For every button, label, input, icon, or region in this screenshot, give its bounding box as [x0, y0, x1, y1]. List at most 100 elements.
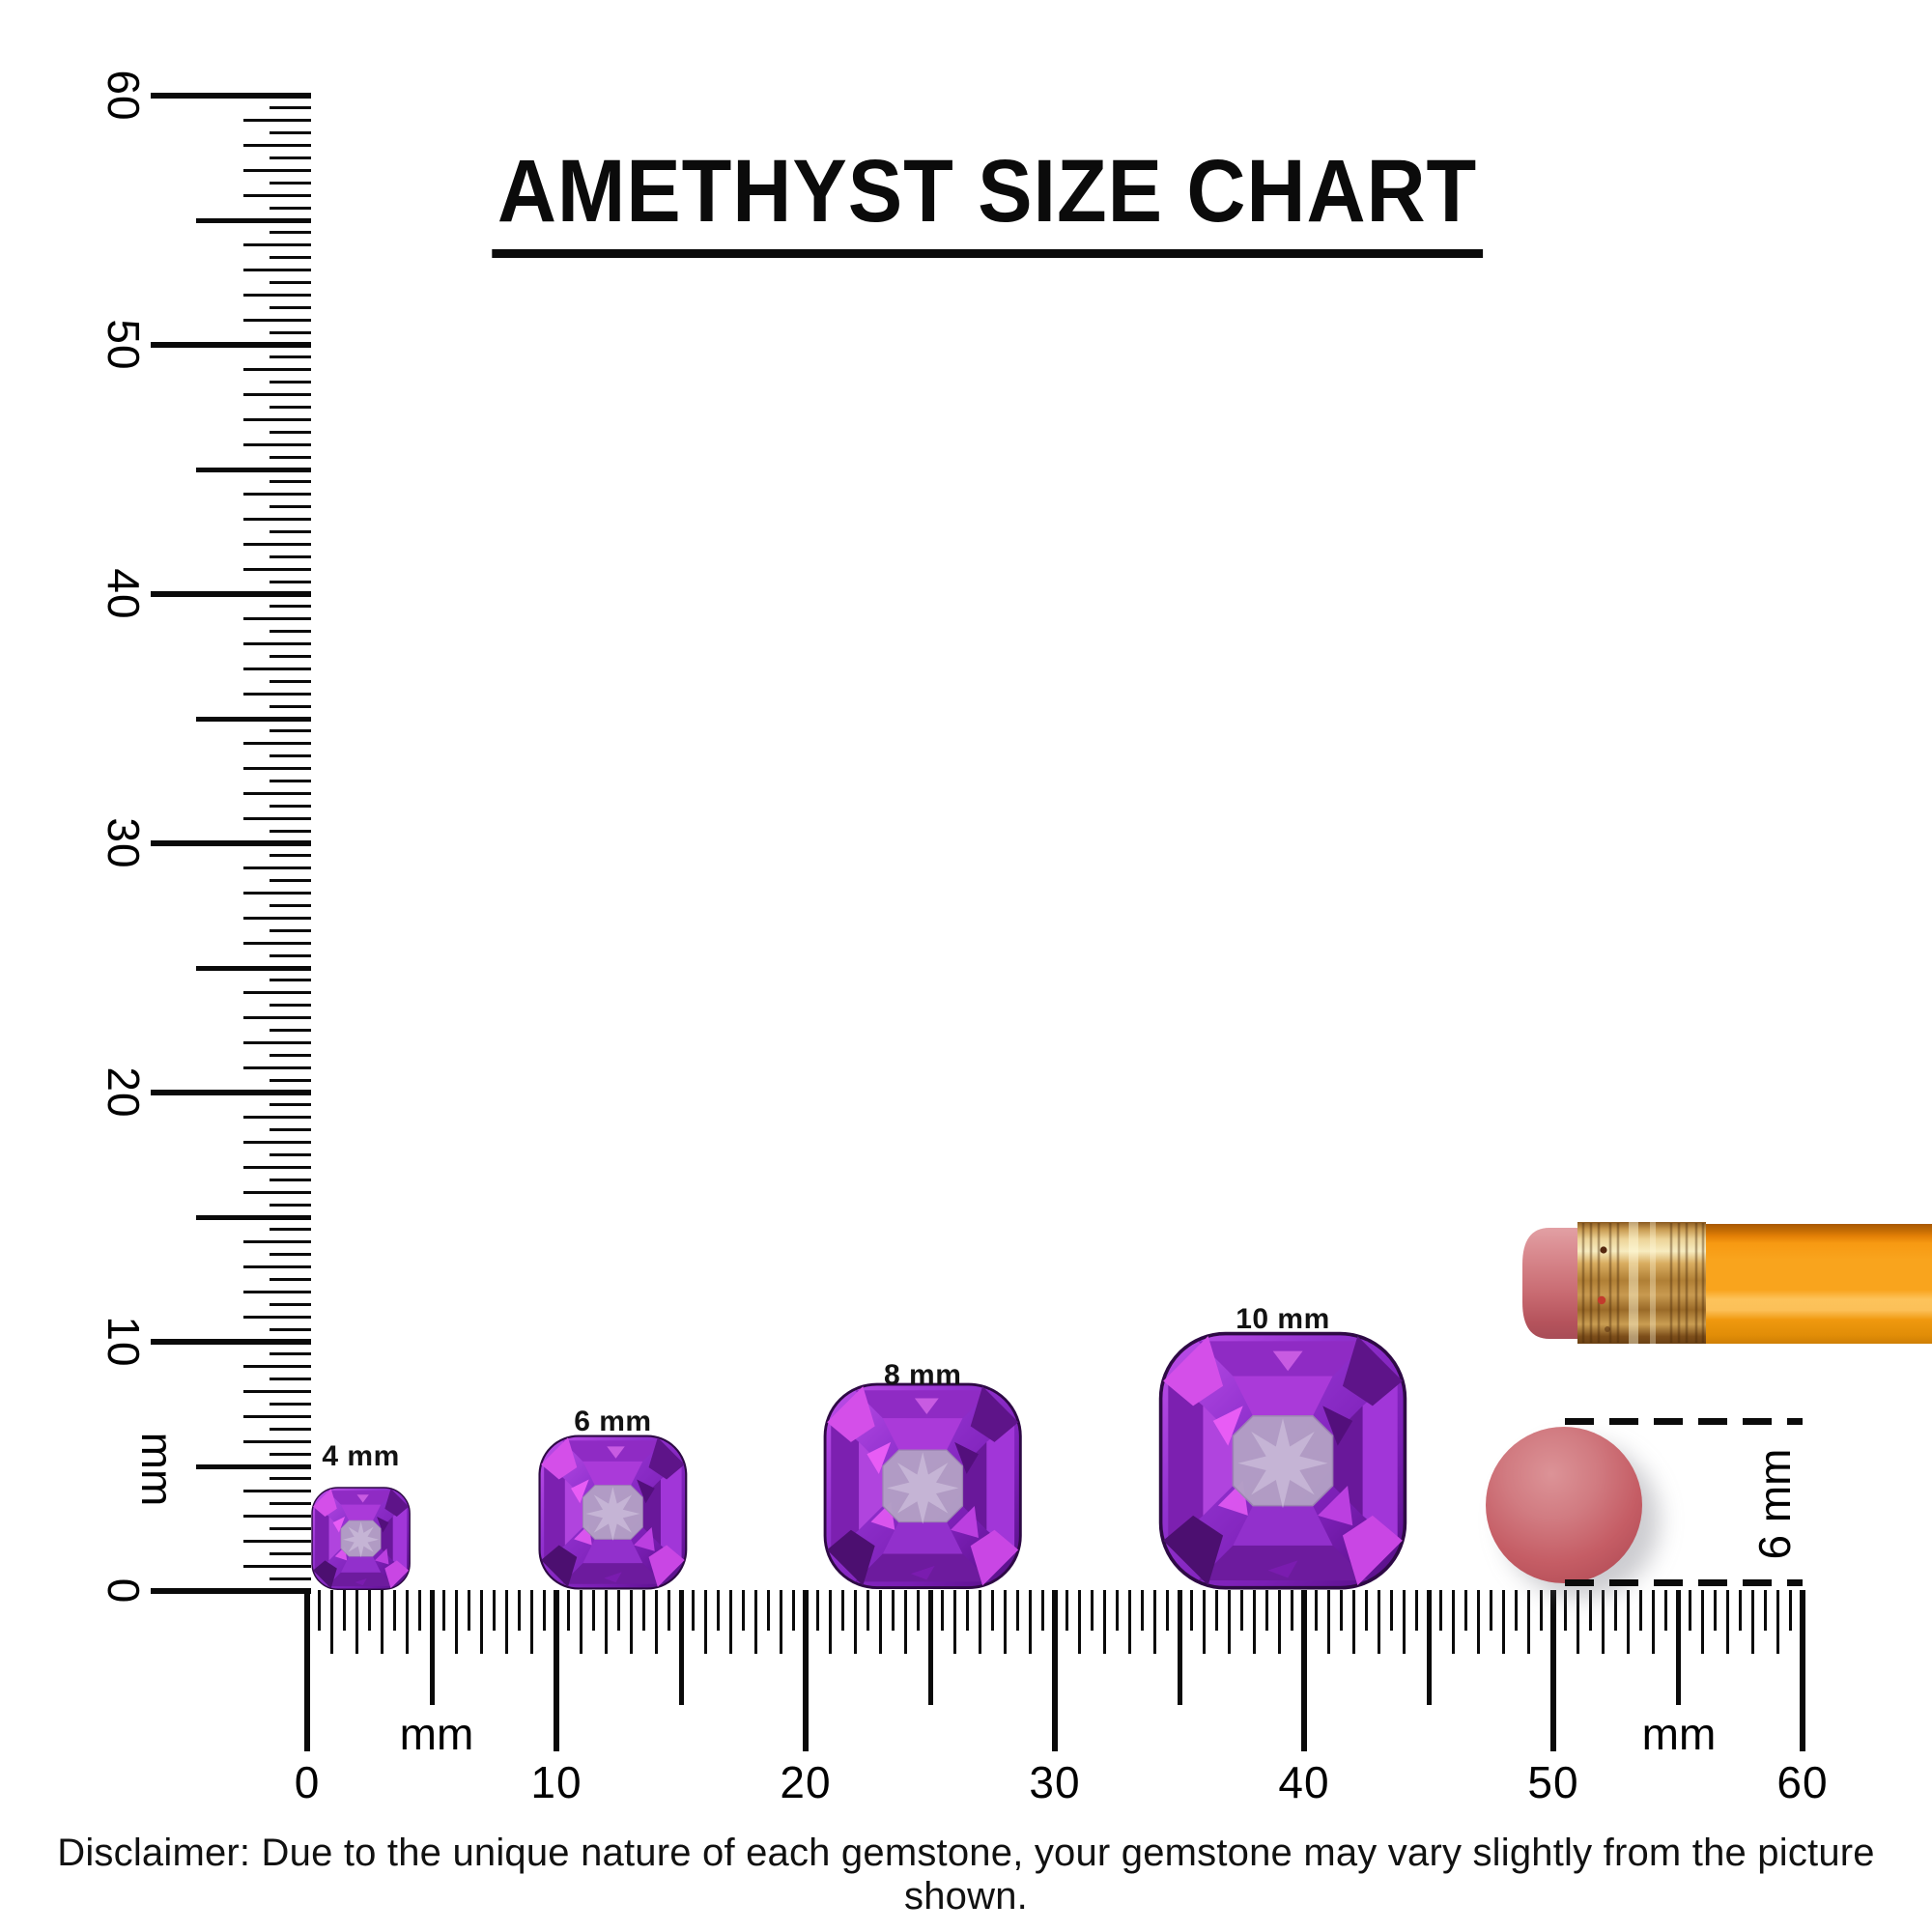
h-tick: [1190, 1590, 1194, 1631]
h-tick: [979, 1590, 982, 1654]
v-tick: [270, 729, 311, 733]
v-ruler-number: 40: [99, 568, 149, 620]
v-tick: [270, 630, 311, 634]
h-tick: [368, 1590, 371, 1631]
h-tick: [380, 1590, 384, 1654]
h-tick: [927, 1590, 933, 1705]
v-tick: [270, 406, 311, 409]
v-tick: [270, 505, 311, 509]
v-tick: [243, 1564, 311, 1568]
h-tick: [641, 1590, 645, 1631]
pencil-eraser: [1522, 1228, 1588, 1339]
v-tick: [243, 567, 311, 571]
v-ruler-number: 30: [99, 817, 149, 869]
v-tick: [243, 692, 311, 696]
h-tick: [1301, 1590, 1307, 1751]
h-tick: [355, 1590, 359, 1654]
h-tick: [1414, 1590, 1418, 1631]
h-tick: [1638, 1590, 1642, 1631]
h-tick: [1739, 1590, 1742, 1631]
h-tick: [1052, 1590, 1058, 1751]
h-tick: [766, 1590, 770, 1631]
h-tick: [903, 1590, 907, 1654]
v-tick: [270, 554, 311, 558]
v-tick: [243, 1290, 311, 1293]
h-tick: [753, 1590, 757, 1654]
h-tick: [343, 1590, 347, 1631]
v-tick: [270, 181, 311, 185]
h-tick: [1240, 1590, 1243, 1631]
v-tick: [270, 928, 311, 932]
h-tick: [1340, 1590, 1344, 1631]
h-tick: [991, 1590, 994, 1631]
h-tick: [1689, 1590, 1692, 1631]
eraser-measure-label: 6 mm: [1749, 1448, 1800, 1560]
h-tick: [1675, 1590, 1681, 1705]
h-tick: [1726, 1590, 1730, 1654]
h-tick: [1103, 1590, 1107, 1654]
v-tick: [243, 1190, 311, 1194]
amethyst-gem-6mm: [538, 1435, 688, 1590]
v-tick: [243, 1165, 311, 1169]
v-tick: [243, 1040, 311, 1044]
v-tick: [270, 1078, 311, 1082]
v-tick: [243, 742, 311, 746]
h-tick: [468, 1590, 471, 1631]
v-tick: [243, 642, 311, 646]
v-tick: [243, 1365, 311, 1369]
v-tick: [243, 542, 311, 546]
h-tick: [405, 1590, 409, 1654]
h-tick: [1776, 1590, 1779, 1654]
h-tick: [1015, 1590, 1019, 1631]
v-tick: [243, 417, 311, 421]
v-tick: [196, 1463, 311, 1469]
v-tick: [243, 119, 311, 123]
v-tick: [270, 1178, 311, 1181]
h-tick: [1315, 1590, 1319, 1631]
h-tick: [417, 1590, 421, 1631]
h-tick: [1614, 1590, 1617, 1631]
v-tick: [270, 430, 311, 434]
gem-size-label: 10 mm: [1236, 1303, 1330, 1335]
h-ruler-number: 50: [1527, 1757, 1579, 1807]
measure-dash-top-line: [1565, 1418, 1803, 1425]
v-ruler-number: 60: [99, 70, 149, 122]
h-tick: [1040, 1590, 1044, 1631]
h-tick: [717, 1590, 721, 1631]
v-tick: [243, 1515, 311, 1519]
h-tick: [1514, 1590, 1518, 1631]
v-tick: [151, 93, 311, 99]
h-tick: [1602, 1590, 1605, 1654]
h-tick: [1750, 1590, 1754, 1654]
v-tick: [270, 979, 311, 982]
h-tick: [1714, 1590, 1718, 1631]
v-tick: [270, 355, 311, 359]
h-tick: [1327, 1590, 1331, 1654]
h-tick: [1389, 1590, 1393, 1631]
h-tick: [1651, 1590, 1655, 1654]
v-tick: [243, 1065, 311, 1069]
h-tick: [1539, 1590, 1543, 1631]
h-tick: [605, 1590, 609, 1654]
v-tick: [243, 1490, 311, 1493]
v-tick: [243, 916, 311, 920]
v-tick: [243, 1141, 311, 1145]
h-ruler-number: 60: [1776, 1757, 1829, 1807]
v-tick: [270, 904, 311, 907]
v-tick: [243, 442, 311, 446]
h-tick: [617, 1590, 620, 1631]
h-tick: [1116, 1590, 1119, 1631]
h-tick: [1577, 1590, 1580, 1654]
h-tick: [1501, 1590, 1505, 1654]
h-tick: [941, 1590, 945, 1631]
v-tick: [270, 1203, 311, 1207]
v-tick: [196, 965, 311, 971]
h-tick: [1277, 1590, 1281, 1654]
h-ruler-number: 20: [780, 1757, 832, 1807]
v-tick: [243, 1116, 311, 1120]
h-tick: [1763, 1590, 1767, 1631]
v-tick: [243, 144, 311, 148]
h-tick: [1177, 1590, 1182, 1705]
gem-size-label: 6 mm: [574, 1406, 652, 1437]
h-tick: [1028, 1590, 1032, 1654]
